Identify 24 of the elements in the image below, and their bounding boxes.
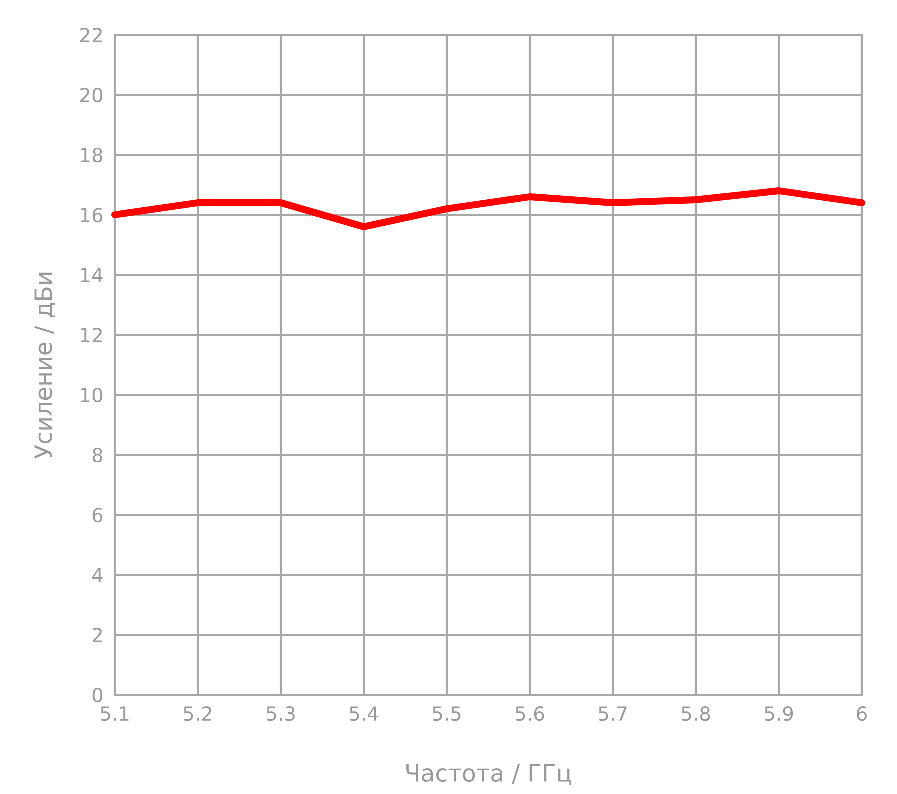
y-tick-label: 6: [92, 508, 103, 523]
y-tick-label: 8: [92, 448, 103, 463]
x-tick-label: 5.4: [350, 706, 378, 722]
x-axis-title: Частота / ГГц: [406, 764, 572, 786]
x-tick-label: 5.8: [682, 706, 710, 722]
y-tick-label: 2: [92, 628, 102, 642]
y-tick-label: 20: [80, 88, 103, 103]
y-tick-label: 14: [81, 268, 103, 282]
y-tick-label: 10: [81, 388, 103, 403]
y-tick-label: 0: [92, 688, 103, 703]
y-tick-label: 22: [80, 28, 102, 42]
y-axis-title: Усиление / дБи: [34, 272, 56, 459]
x-tick-label: 5.1: [101, 706, 129, 722]
x-tick-label: 5.2: [184, 706, 212, 722]
x-tick-label: 6: [857, 706, 867, 722]
y-tick-label: 18: [81, 148, 103, 163]
x-tick-label: 5.3: [267, 706, 295, 722]
y-tick-label: 16: [81, 208, 103, 223]
y-tick-label: 4: [92, 568, 103, 582]
x-tick-label: 5.7: [599, 706, 627, 722]
x-tick-label: 5.9: [765, 706, 794, 722]
y-tick-label: 12: [81, 328, 102, 342]
x-tick-label: 5.5: [433, 706, 461, 722]
x-tick-label: 5.6: [516, 706, 544, 722]
